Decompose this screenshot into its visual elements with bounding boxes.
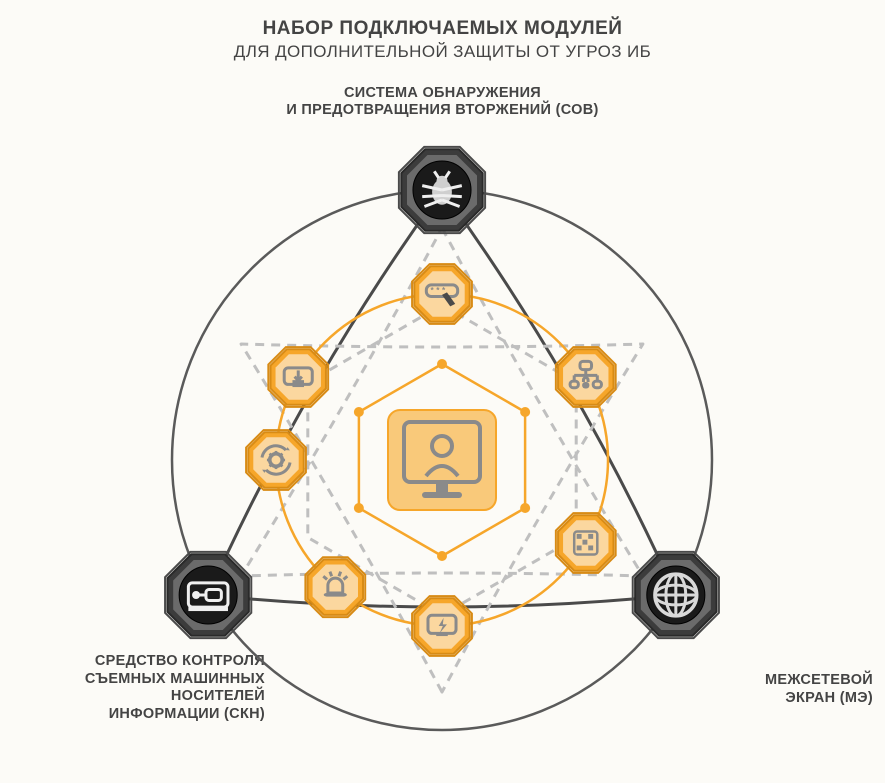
mid-node-m5-gear-cycle-icon: [246, 430, 306, 490]
outer-node-sov-bug-icon: [399, 147, 485, 233]
mid-node-m2-pixel-square-icon: [556, 513, 616, 573]
outer-node-me-globe-grid-icon: [633, 552, 719, 638]
diagram-svg: ***: [0, 0, 885, 783]
mid-node-m0-password-hand-icon: ***: [412, 264, 472, 324]
mid-node-m3-lightning-screen-icon: [412, 596, 472, 656]
outer-node-skn-removable-media-icon: [165, 552, 251, 638]
diagram-stage: НАБОР ПОДКЛЮЧАЕМЫХ МОДУЛЕЙ ДЛЯ ДОПОЛНИТЕ…: [0, 0, 885, 783]
center-monitor-user-icon: [388, 410, 496, 510]
mid-node-m1-network-lock-icon: [556, 347, 616, 407]
mid-node-m4-alarm-light-icon: [305, 557, 365, 617]
mid-node-m6-download-screen-icon: [268, 347, 328, 407]
